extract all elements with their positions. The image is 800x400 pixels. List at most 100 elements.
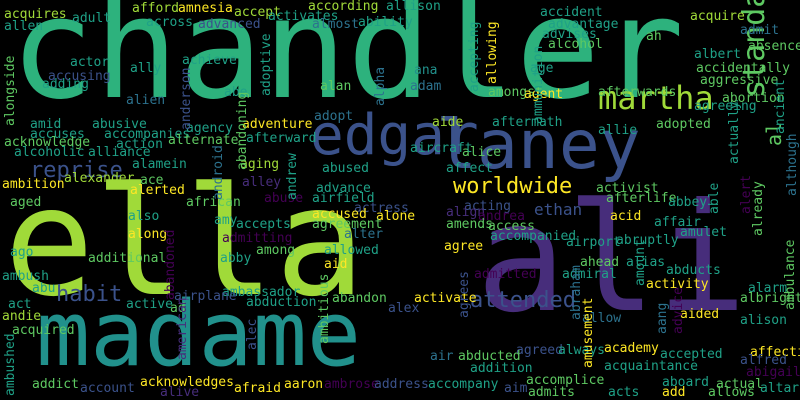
word-admitted: admitted	[474, 267, 537, 282]
word-adventure: adventure	[242, 117, 313, 132]
word-edgar: edgar	[310, 103, 479, 168]
word-accusing: accusing	[48, 69, 111, 84]
word-abbey: abbey	[668, 195, 708, 210]
word-abandon: abandon	[332, 291, 387, 306]
word-madame: madame	[36, 282, 362, 387]
word-amid: amid	[30, 117, 62, 132]
word-aided: aided	[680, 307, 720, 322]
word-allow: allow	[582, 311, 622, 326]
word-laney: laney	[436, 106, 641, 185]
word-allie: allie	[598, 123, 638, 138]
word-abuse: abuse	[264, 191, 304, 206]
word-abandoning: abandoning	[235, 91, 250, 170]
word-allen: allen	[4, 19, 44, 34]
word-also: also	[128, 209, 160, 224]
word-alliance: alliance	[88, 145, 151, 160]
word-aid: aid	[324, 257, 348, 272]
word-american: american	[175, 297, 190, 360]
word-ah: ah	[646, 29, 662, 44]
word-accompanies: accompanies	[104, 127, 191, 142]
word-acknowledges: acknowledges	[140, 375, 234, 390]
word-active: active	[126, 297, 173, 312]
word-addict: addict	[32, 377, 79, 392]
word-ali: ali	[476, 172, 747, 346]
word-absence: absence	[748, 39, 800, 54]
word-aide: aide	[432, 115, 464, 130]
word-allows: allows	[708, 385, 755, 400]
word-andie: andie	[2, 309, 42, 324]
word-account: account	[80, 381, 135, 396]
word-address: address	[374, 377, 429, 392]
word-aboard: aboard	[662, 375, 709, 390]
word-aircraft: aircraft	[410, 141, 473, 156]
word-acknowledge: acknowledge	[4, 135, 91, 150]
word-aim: aim	[504, 381, 528, 396]
word-accepted: accepted	[660, 347, 723, 362]
word-although: although	[785, 133, 800, 196]
word-ambrose: ambrose	[324, 377, 379, 392]
word-air: air	[430, 349, 454, 364]
word-admitting: admitting	[222, 231, 293, 246]
word-afford: afford	[132, 1, 179, 16]
word-accidentally: accidentally	[696, 61, 790, 76]
word-accident: accident	[540, 5, 603, 20]
word-always: always	[558, 343, 605, 358]
word-ambush: ambush	[2, 269, 49, 284]
word-andrea: andrea	[478, 209, 525, 224]
word-accomplice: accomplice	[526, 373, 605, 388]
word-amends: amends	[446, 217, 493, 232]
word-amulet: amulet	[680, 225, 727, 240]
word-alice: alice	[462, 145, 502, 160]
word-action: action	[116, 137, 163, 152]
word-agrees: agrees	[457, 271, 472, 318]
word-agreed: agreed	[516, 343, 563, 358]
word-advantage: advantage	[548, 17, 619, 32]
word-admit: admit	[740, 23, 780, 38]
word-android: android	[211, 145, 226, 200]
word-abu: abu	[32, 281, 56, 296]
word-afterwards: afterwards	[598, 85, 677, 100]
word-aggressive: aggressive	[700, 73, 779, 88]
word-adam: adam	[410, 79, 442, 94]
word-alien: alien	[126, 93, 166, 108]
word-aged: aged	[10, 195, 42, 210]
word-albright: albright	[740, 291, 800, 306]
word-acquires: acquires	[4, 7, 67, 22]
word-altar: altar	[760, 381, 800, 396]
word-adult: adult	[72, 11, 112, 26]
word-according: according	[308, 0, 379, 14]
word-agreeing: agreeing	[694, 99, 757, 114]
word-ambitious: ambitious	[317, 273, 332, 344]
word-acquired: acquired	[12, 323, 75, 338]
word-alternate: alternate	[168, 133, 239, 148]
word-affection: affection	[750, 345, 800, 360]
word-ahead: ahead	[580, 255, 620, 270]
word-afterlife: afterlife	[606, 191, 677, 206]
word-ambushed: ambushed	[3, 333, 18, 396]
word-agent: agent	[524, 87, 564, 102]
word-among: among	[256, 243, 296, 258]
word-agree: agree	[444, 239, 484, 254]
word-already: already	[751, 181, 766, 236]
word-alone: alone	[376, 209, 416, 224]
word-ago: ago	[10, 245, 34, 260]
word-accept: accept	[234, 5, 281, 20]
word-ambition: ambition	[2, 177, 65, 192]
word-alarm: alarm	[748, 281, 788, 296]
word-alerted: alerted	[130, 183, 185, 198]
word-ad: ad	[170, 301, 186, 316]
word-adopt: adopt	[314, 109, 354, 124]
word-aftermath: aftermath	[492, 115, 563, 130]
word-affect: affect	[446, 161, 493, 176]
word-accuses: accuses	[30, 127, 85, 142]
word-worldwide: worldwide	[453, 174, 573, 199]
word-afterward: afterward	[246, 131, 317, 146]
word-alpha: alpha	[373, 66, 388, 106]
word-aang: aang	[655, 302, 670, 334]
word-alias: alias	[626, 255, 666, 270]
word-habit: habit	[56, 282, 123, 307]
word-ambulance: ambulance	[783, 239, 798, 310]
word-alive: alive	[160, 385, 200, 400]
word-actually: actually	[727, 101, 742, 164]
word-aging: aging	[240, 157, 280, 172]
